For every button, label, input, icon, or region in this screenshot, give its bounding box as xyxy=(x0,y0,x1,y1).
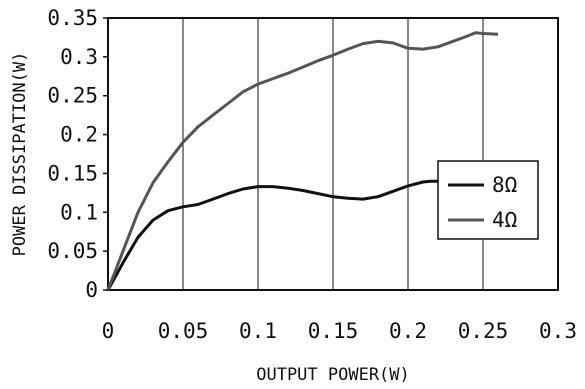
legend-box xyxy=(437,160,539,240)
x-tick-label-1: 0.05 xyxy=(158,319,209,343)
x-tick-label-5: 0.25 xyxy=(458,319,509,343)
y-tick-label-1: 0.05 xyxy=(47,239,98,263)
legend-label-4ohm: 4Ω xyxy=(492,208,517,232)
series-layer xyxy=(106,31,499,291)
x-tick-label-0: 0 xyxy=(102,319,115,343)
x-tick-label-3: 0.15 xyxy=(308,319,359,343)
y-axis-title: POWER DISSIPATION(W) xyxy=(10,52,30,257)
vertical-gridlines xyxy=(182,18,484,290)
y-tick-label-6: 0.3 xyxy=(60,45,98,69)
y-tick-label-2: 0.1 xyxy=(60,200,98,224)
x-axis-title: OUTPUT POWER(W) xyxy=(256,365,410,385)
x-tick-label-2: 0.1 xyxy=(239,319,277,343)
x-tick-label-4: 0.2 xyxy=(389,319,427,343)
x-tick-label-6: 0.3 xyxy=(539,319,577,343)
series-line-0 xyxy=(106,179,438,291)
y-tick-label-4: 0.2 xyxy=(60,123,98,147)
y-axis-ticks: 0 0.05 0.1 0.15 0.2 0.25 0.3 0.35 xyxy=(47,6,108,302)
series-line-1 xyxy=(106,31,499,291)
y-tick-label-0: 0 xyxy=(85,278,98,302)
y-tick-label-3: 0.15 xyxy=(47,161,98,185)
plot-area-frame xyxy=(107,17,559,291)
y-tick-label-7: 0.35 xyxy=(47,6,98,30)
y-tick-label-5: 0.25 xyxy=(47,84,98,108)
legend: 8Ω 4Ω xyxy=(437,160,539,240)
x-axis-ticks: 0 0.05 0.1 0.15 0.2 0.25 0.3 xyxy=(102,319,577,343)
legend-label-8ohm: 8Ω xyxy=(492,173,517,197)
